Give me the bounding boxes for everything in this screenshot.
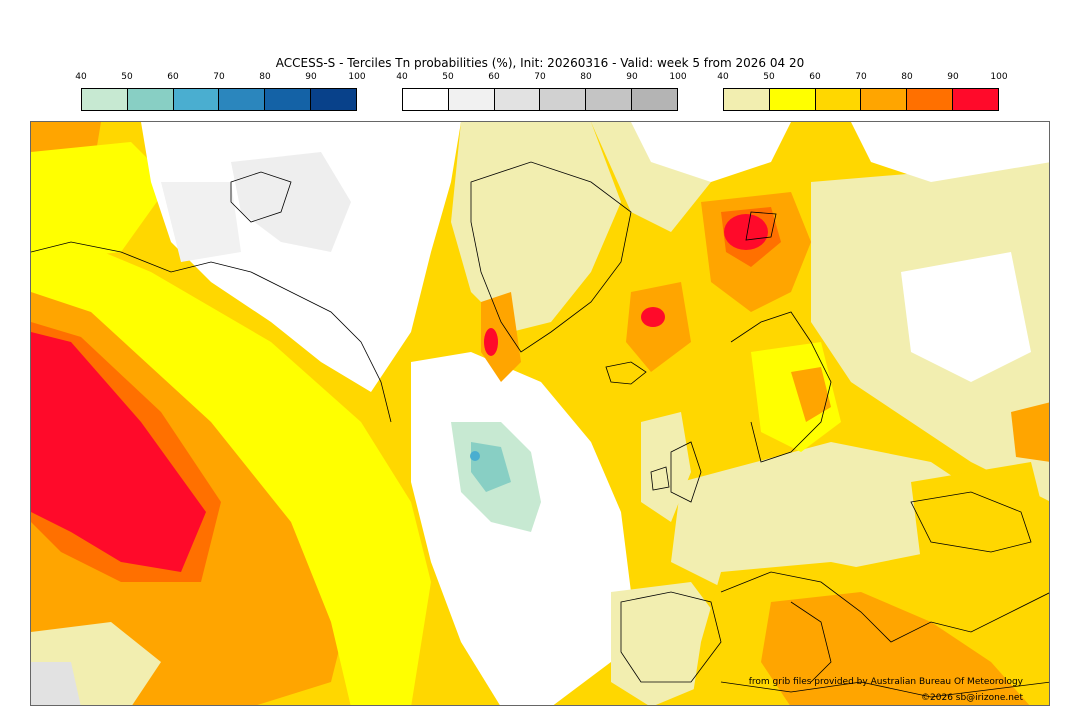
probability-map: from grib files provided by Australian B… — [30, 121, 1050, 706]
copyright: ©2026 sb@irizone.net — [921, 693, 1023, 703]
tick-label: 100 — [348, 72, 366, 82]
below-normal-light-area — [611, 582, 721, 705]
anomaly-area — [31, 142, 171, 262]
color-swatch — [127, 89, 174, 110]
color-swatch — [82, 89, 128, 110]
tick-label: 90 — [305, 72, 317, 82]
anomaly-area — [791, 367, 831, 422]
color-swatch — [403, 89, 449, 110]
near-normal-area — [631, 122, 791, 182]
anomaly-area — [626, 282, 691, 372]
tick-label: 100 — [669, 72, 687, 82]
tick-label: 90 — [626, 72, 638, 82]
tick-label: 80 — [259, 72, 271, 82]
color-swatch — [448, 89, 495, 110]
color-swatch — [311, 89, 356, 110]
color-swatch — [265, 89, 312, 110]
anomaly-area — [1011, 402, 1049, 462]
color-swatch — [769, 89, 816, 110]
tick-label: 70 — [855, 72, 867, 82]
color-swatch — [907, 89, 954, 110]
near-normal-area — [161, 182, 241, 262]
tick-label: 70 — [534, 72, 546, 82]
tick-label: 100 — [990, 72, 1008, 82]
tick-label: 40 — [396, 72, 408, 82]
below-normal-area — [470, 451, 480, 461]
color-swatch — [540, 89, 587, 110]
legend-colorbar — [402, 88, 678, 111]
near-normal-area — [31, 662, 81, 705]
anomaly-area — [761, 592, 1030, 705]
coastline-iberia — [620, 591, 722, 683]
anomaly-area — [31, 222, 431, 705]
color-swatch — [724, 89, 770, 110]
tick-label: 60 — [167, 72, 179, 82]
tick-label: 60 — [488, 72, 500, 82]
legend-ticks: 40 50 60 70 80 90 100 — [75, 72, 365, 86]
legend-colorbar — [723, 88, 999, 111]
below-normal-area — [471, 442, 511, 492]
coastline-svalbard — [745, 211, 777, 241]
color-swatch — [494, 89, 541, 110]
anomaly-area — [481, 292, 521, 382]
legend-near-normal: 40 50 60 70 80 90 100 — [396, 72, 687, 112]
map-title: ACCESS-S - Terciles Tn probabilities (%)… — [275, 56, 805, 70]
tick-label: 70 — [213, 72, 225, 82]
coastline-ireland — [650, 466, 670, 491]
tick-label: 80 — [580, 72, 592, 82]
color-swatch — [586, 89, 633, 110]
coastline-greenland — [470, 161, 632, 353]
coastline-scandinavia — [730, 311, 832, 463]
anomaly-area — [911, 462, 1049, 582]
anomaly-area — [641, 307, 665, 327]
near-normal-area — [851, 122, 1049, 182]
tick-label: 50 — [121, 72, 133, 82]
color-swatch — [173, 89, 220, 110]
coastline — [230, 171, 292, 223]
map-canvas — [31, 122, 1049, 705]
anomaly-area — [484, 328, 498, 356]
tick-label: 60 — [809, 72, 821, 82]
tick-label: 40 — [717, 72, 729, 82]
coastline-mediterranean — [720, 571, 1049, 643]
legend-ticks: 40 50 60 70 80 90 100 — [717, 72, 1007, 86]
color-swatch — [953, 89, 998, 110]
color-swatch — [219, 89, 266, 110]
near-normal-area — [901, 252, 1031, 382]
tick-label: 50 — [442, 72, 454, 82]
legend-ticks: 40 50 60 70 80 90 100 — [396, 72, 686, 86]
tick-label: 80 — [901, 72, 913, 82]
near-normal-area — [231, 152, 351, 252]
coastlines — [31, 161, 1049, 698]
color-swatch — [815, 89, 862, 110]
source-credit: from grib files provided by Australian B… — [748, 677, 1023, 687]
coastline-italy — [790, 601, 832, 683]
anomaly-area — [31, 332, 206, 572]
anomaly-area — [724, 214, 768, 250]
coastline-iceland — [605, 361, 647, 385]
legend-colorbar — [81, 88, 357, 111]
coastline-black-sea — [910, 491, 1032, 553]
legend-below-normal: 40 50 60 70 80 90 100 — [75, 72, 366, 112]
coastline — [31, 241, 392, 423]
tick-label: 40 — [75, 72, 87, 82]
legend-above-normal: 40 50 60 70 80 90 100 — [717, 72, 1008, 112]
color-swatch — [861, 89, 908, 110]
below-normal-light-area — [671, 442, 991, 592]
color-swatch — [632, 89, 677, 110]
tick-label: 50 — [763, 72, 775, 82]
tick-label: 90 — [947, 72, 959, 82]
coastline-africa — [720, 681, 1049, 698]
coastline-britain — [670, 441, 702, 503]
